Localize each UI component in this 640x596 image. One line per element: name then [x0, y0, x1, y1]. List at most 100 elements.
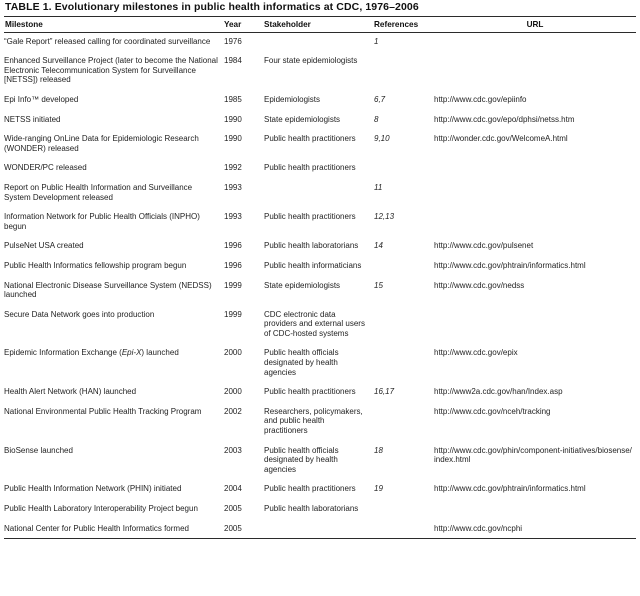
- cell-year: 1990: [224, 134, 242, 144]
- cell-stakeholder: Public health practitioners: [264, 134, 356, 144]
- cell-year: 1990: [224, 114, 242, 124]
- cell-year: 1999: [224, 309, 242, 319]
- cell-references: 6,7: [374, 94, 386, 104]
- cell-year: 1992: [224, 163, 242, 173]
- cell-stakeholder: State epidemiologists: [264, 280, 341, 290]
- cell-year: 2005: [224, 504, 242, 513]
- table-row: Report on Public Health Information and …: [4, 178, 636, 207]
- cell-milestone: Enhanced Surveillance Project (later to …: [4, 56, 218, 85]
- column-header-stakeholder: Stakeholder: [264, 16, 374, 33]
- cell-references: [374, 499, 434, 519]
- cell-milestone: Public Health Information Network (PHIN)…: [4, 484, 182, 494]
- cell-milestone: Information Network for Public Health Of…: [4, 212, 200, 231]
- table-row: Epidemic Information Exchange (Epi-X) la…: [4, 343, 636, 382]
- cell-stakeholder: [264, 178, 374, 207]
- cell-references: 18: [374, 445, 383, 455]
- cell-url: http://www.cdc.gov/ncphi: [434, 518, 636, 540]
- cell-url: http://www.cdc.gov/pulsenet: [434, 241, 534, 251]
- table-row: Wide-ranging OnLine Data for Epidemiolog…: [4, 129, 636, 158]
- cell-milestone: Public Health Informatics fellowship pro…: [4, 260, 187, 270]
- column-header-url: URL: [434, 16, 636, 33]
- cell-milestone: NETSS initiated: [4, 114, 61, 124]
- cell-stakeholder: Epidemiologists: [264, 94, 321, 104]
- cell-stakeholder: [264, 32, 374, 51]
- milestones-table: Milestone Year Stakeholder References UR…: [4, 16, 636, 540]
- cell-stakeholder: Public health practitioners: [264, 387, 356, 397]
- cell-url: [434, 305, 636, 344]
- cell-url: [434, 51, 636, 90]
- cell-milestone: National Electronic Disease Surveillance…: [4, 280, 212, 300]
- cell-stakeholder: CDC electronic data providers and extern…: [264, 309, 365, 338]
- table-row: Public Health Information Network (PHIN)…: [4, 479, 636, 499]
- cell-stakeholder: Public health practitioners: [264, 212, 356, 222]
- cell-url: http://www.cdc.gov/phtrain/informatics.h…: [434, 260, 586, 270]
- cell-references: [374, 305, 434, 344]
- cell-url: http://www.cdc.gov/epiinfo: [434, 94, 527, 104]
- cell-year: 1984: [224, 56, 242, 66]
- table-row: Epi Info™ developed 1985 Epidemiologists 6,…: [4, 90, 636, 110]
- cell-year: 2002: [224, 406, 242, 416]
- cell-url: http://www.cdc.gov/nedss: [434, 280, 525, 290]
- table-row: National Environmental Public Health Tra…: [4, 402, 636, 441]
- column-header-milestone: Milestone: [4, 16, 224, 33]
- cell-references: 15: [374, 280, 383, 290]
- cell-references: 11: [374, 182, 383, 192]
- cell-milestone: Epi Info™ developed: [4, 94, 79, 104]
- table-row: “Gale Report” released calling for coord…: [4, 32, 636, 51]
- cell-milestone: National Environmental Public Health Tra…: [4, 406, 202, 416]
- table-header-row: Milestone Year Stakeholder References UR…: [4, 16, 636, 33]
- cell-milestone: “Gale Report” released calling for coord…: [4, 36, 211, 46]
- cell-url: [434, 158, 636, 178]
- cell-milestone: WONDER/PC released: [4, 163, 87, 173]
- cell-stakeholder: Public health practitioners: [264, 484, 356, 494]
- cell-references: 1: [374, 36, 379, 46]
- cell-year: 2003: [224, 445, 242, 455]
- cell-year: 1996: [224, 260, 242, 270]
- cell-milestone: Public Health Laboratory Interoperabilit…: [4, 504, 198, 513]
- table-body: “Gale Report” released calling for coord…: [4, 32, 636, 540]
- cell-year: 1985: [224, 94, 242, 104]
- cell-url: http://www.cdc.gov/epo/dphsi/netss.htm: [434, 114, 575, 124]
- cell-year: 2000: [224, 387, 242, 397]
- cell-year: 1993: [224, 182, 242, 192]
- cell-url: [434, 499, 636, 519]
- table-header: Milestone Year Stakeholder References UR…: [4, 16, 636, 33]
- cell-stakeholder: Four state epidemiologists: [264, 56, 358, 66]
- column-header-year: Year: [224, 16, 264, 33]
- cell-year: 2004: [224, 484, 242, 494]
- cell-stakeholder: Public health practitioners: [264, 163, 356, 173]
- table-caption: TABLE 1. Evolutionary milestones in publ…: [5, 1, 419, 13]
- cell-references: [374, 51, 434, 90]
- cell-url: [434, 178, 636, 207]
- cell-stakeholder: [264, 518, 374, 540]
- cell-stakeholder: Researchers, policymakers, and public he…: [264, 406, 363, 436]
- cell-url: [434, 32, 636, 51]
- cell-year: 2000: [224, 348, 242, 358]
- cell-url: http://www.cdc.gov/phtrain/informatics.h…: [434, 484, 586, 494]
- cell-stakeholder: Public health laboratorians: [264, 241, 359, 251]
- table-row: BioSense launched 2003 Public health offic…: [4, 441, 636, 480]
- cell-year: 2005: [224, 518, 264, 540]
- cell-references: 12,13: [374, 212, 395, 222]
- italic-term: Epi-X: [121, 348, 142, 358]
- cell-year: 1976: [224, 36, 242, 46]
- cell-milestone: PulseNet USA created: [4, 241, 84, 251]
- cell-stakeholder: State epidemiologists: [264, 114, 341, 124]
- table-row: Secure Data Network goes into production…: [4, 305, 636, 344]
- cell-milestone: BioSense launched: [4, 445, 73, 455]
- cell-milestone: Wide-ranging OnLine Data for Epidemiolog…: [4, 134, 199, 153]
- cell-references: 19: [374, 484, 383, 494]
- table-row: Information Network for Public Health Of…: [4, 207, 636, 236]
- cell-url: [434, 207, 636, 236]
- cell-stakeholder: Public health officials designated by he…: [264, 445, 339, 474]
- cell-milestone: National Center for Public Health Inform…: [4, 518, 224, 540]
- table-row: National Center for Public Health Inform…: [4, 518, 636, 540]
- table-row: NETSS initiated 1990 State epidemiologists…: [4, 110, 636, 130]
- cell-references: 14: [374, 241, 383, 251]
- cell-stakeholder: Public health informaticians: [264, 260, 362, 270]
- table-row: Health Alert Network (HAN) launched 2000 P…: [4, 382, 636, 402]
- table-row: Public Health Informatics fellowship pro…: [4, 256, 636, 276]
- cell-references: [374, 158, 434, 178]
- cell-references: [374, 518, 434, 540]
